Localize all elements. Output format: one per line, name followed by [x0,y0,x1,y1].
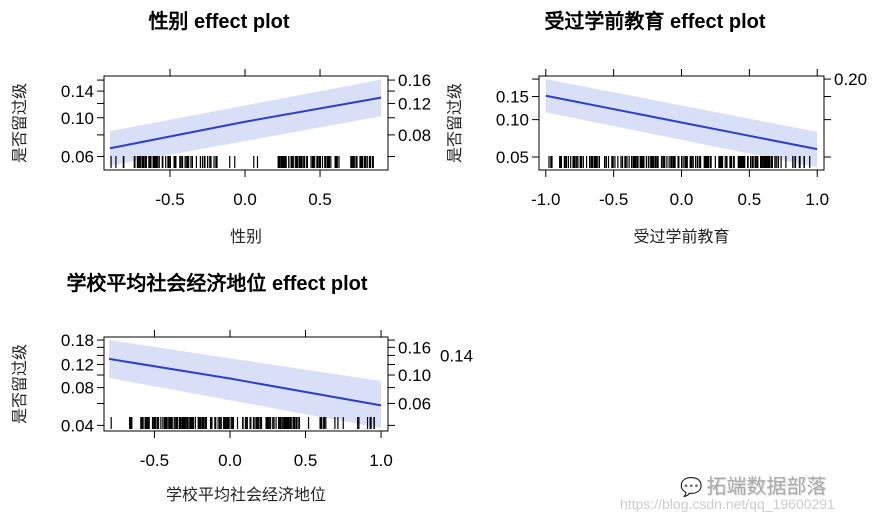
y-axis-label: 是否留过级 [11,83,29,163]
panel-2: -1.0 -0.5 0.0 0.5 1.0 0.05 0.10 0.15 0.20 受过学前教育 … [446,9,867,246]
panel-3: -0.5 0.0 0.5 1.0 0.04 0.06 0.08 0.10 0.12 0.14 0.1… [11,271,473,504]
y-tick-label: 0.10 [61,109,94,128]
y-tick-label: 0.20 [834,70,867,89]
panel-1: -0.5 0.0 0.5 0.06 0.08 0.10 0.12 0.14 0.16 性别 eff… [11,10,431,246]
chart-title: 受过学前教育 effect plot [544,9,765,33]
x-tick-label: 1.0 [805,190,829,209]
y-tick-label: 0.12 [61,356,94,375]
fit-line [109,96,382,150]
x-tick-label: -0.5 [140,451,169,470]
x-tick-label: -0.5 [155,190,184,209]
y-tick-label: 0.15 [496,87,529,106]
confidence-band [109,340,382,429]
y-tick-label: 0.14 [440,346,473,365]
y-tick-label: 0.08 [61,379,94,398]
x-tick-label: 1.0 [369,451,393,470]
x-axis-label: 受过学前教育 [633,228,729,246]
y-tick-label: 0.05 [496,148,529,167]
y-axis-label: 是否留过级 [11,344,29,424]
y-tick-label: 0.10 [496,111,529,130]
y-tick-label: 0.14 [61,82,94,101]
fit-line [545,94,818,151]
y-tick-label: 0.06 [398,394,431,413]
chart-title: 学校平均社会经济地位 effect plot [66,271,367,295]
fit-line [108,357,382,407]
watermark-url: https://blog.csdn.net/qq_19600291 [620,496,835,512]
y-tick-label: 0.18 [61,331,94,350]
y-tick-label: 0.08 [398,126,431,145]
x-tick-label: 0.5 [738,190,762,209]
plot-frame [103,75,389,171]
x-tick-label: 0.0 [233,190,257,209]
plot-frame [103,336,389,432]
watermark-brand: 拓端数据部落 [706,476,827,498]
y-axis-label: 是否留过级 [446,83,464,163]
y-tick-label: 0.04 [61,416,94,435]
x-tick-label: 0.5 [294,451,318,470]
y-tick-label: 0.10 [398,366,431,385]
y-tick-label: 0.16 [398,338,431,357]
y-tick-label: 0.16 [398,71,431,90]
watermark: 💬 拓端数据部落 https://blog.csdn.net/qq_1960029… [620,470,835,512]
y-tick-label: 0.06 [61,148,94,167]
x-tick-label: -1.0 [531,190,560,209]
chart-title: 性别 effect plot [148,10,289,33]
wechat-icon: 💬 [680,477,703,497]
x-axis-label: 学校平均社会经济地位 [166,486,326,504]
x-axis-label: 性别 [230,228,262,246]
x-tick-label: 0.0 [218,451,242,470]
rug [110,156,374,168]
y-tick-label: 0.12 [398,94,431,113]
rug [548,156,811,168]
rug [110,417,375,429]
x-tick-label: 0.5 [308,190,332,209]
x-tick-label: -0.5 [599,190,628,209]
x-tick-label: 0.0 [670,190,694,209]
